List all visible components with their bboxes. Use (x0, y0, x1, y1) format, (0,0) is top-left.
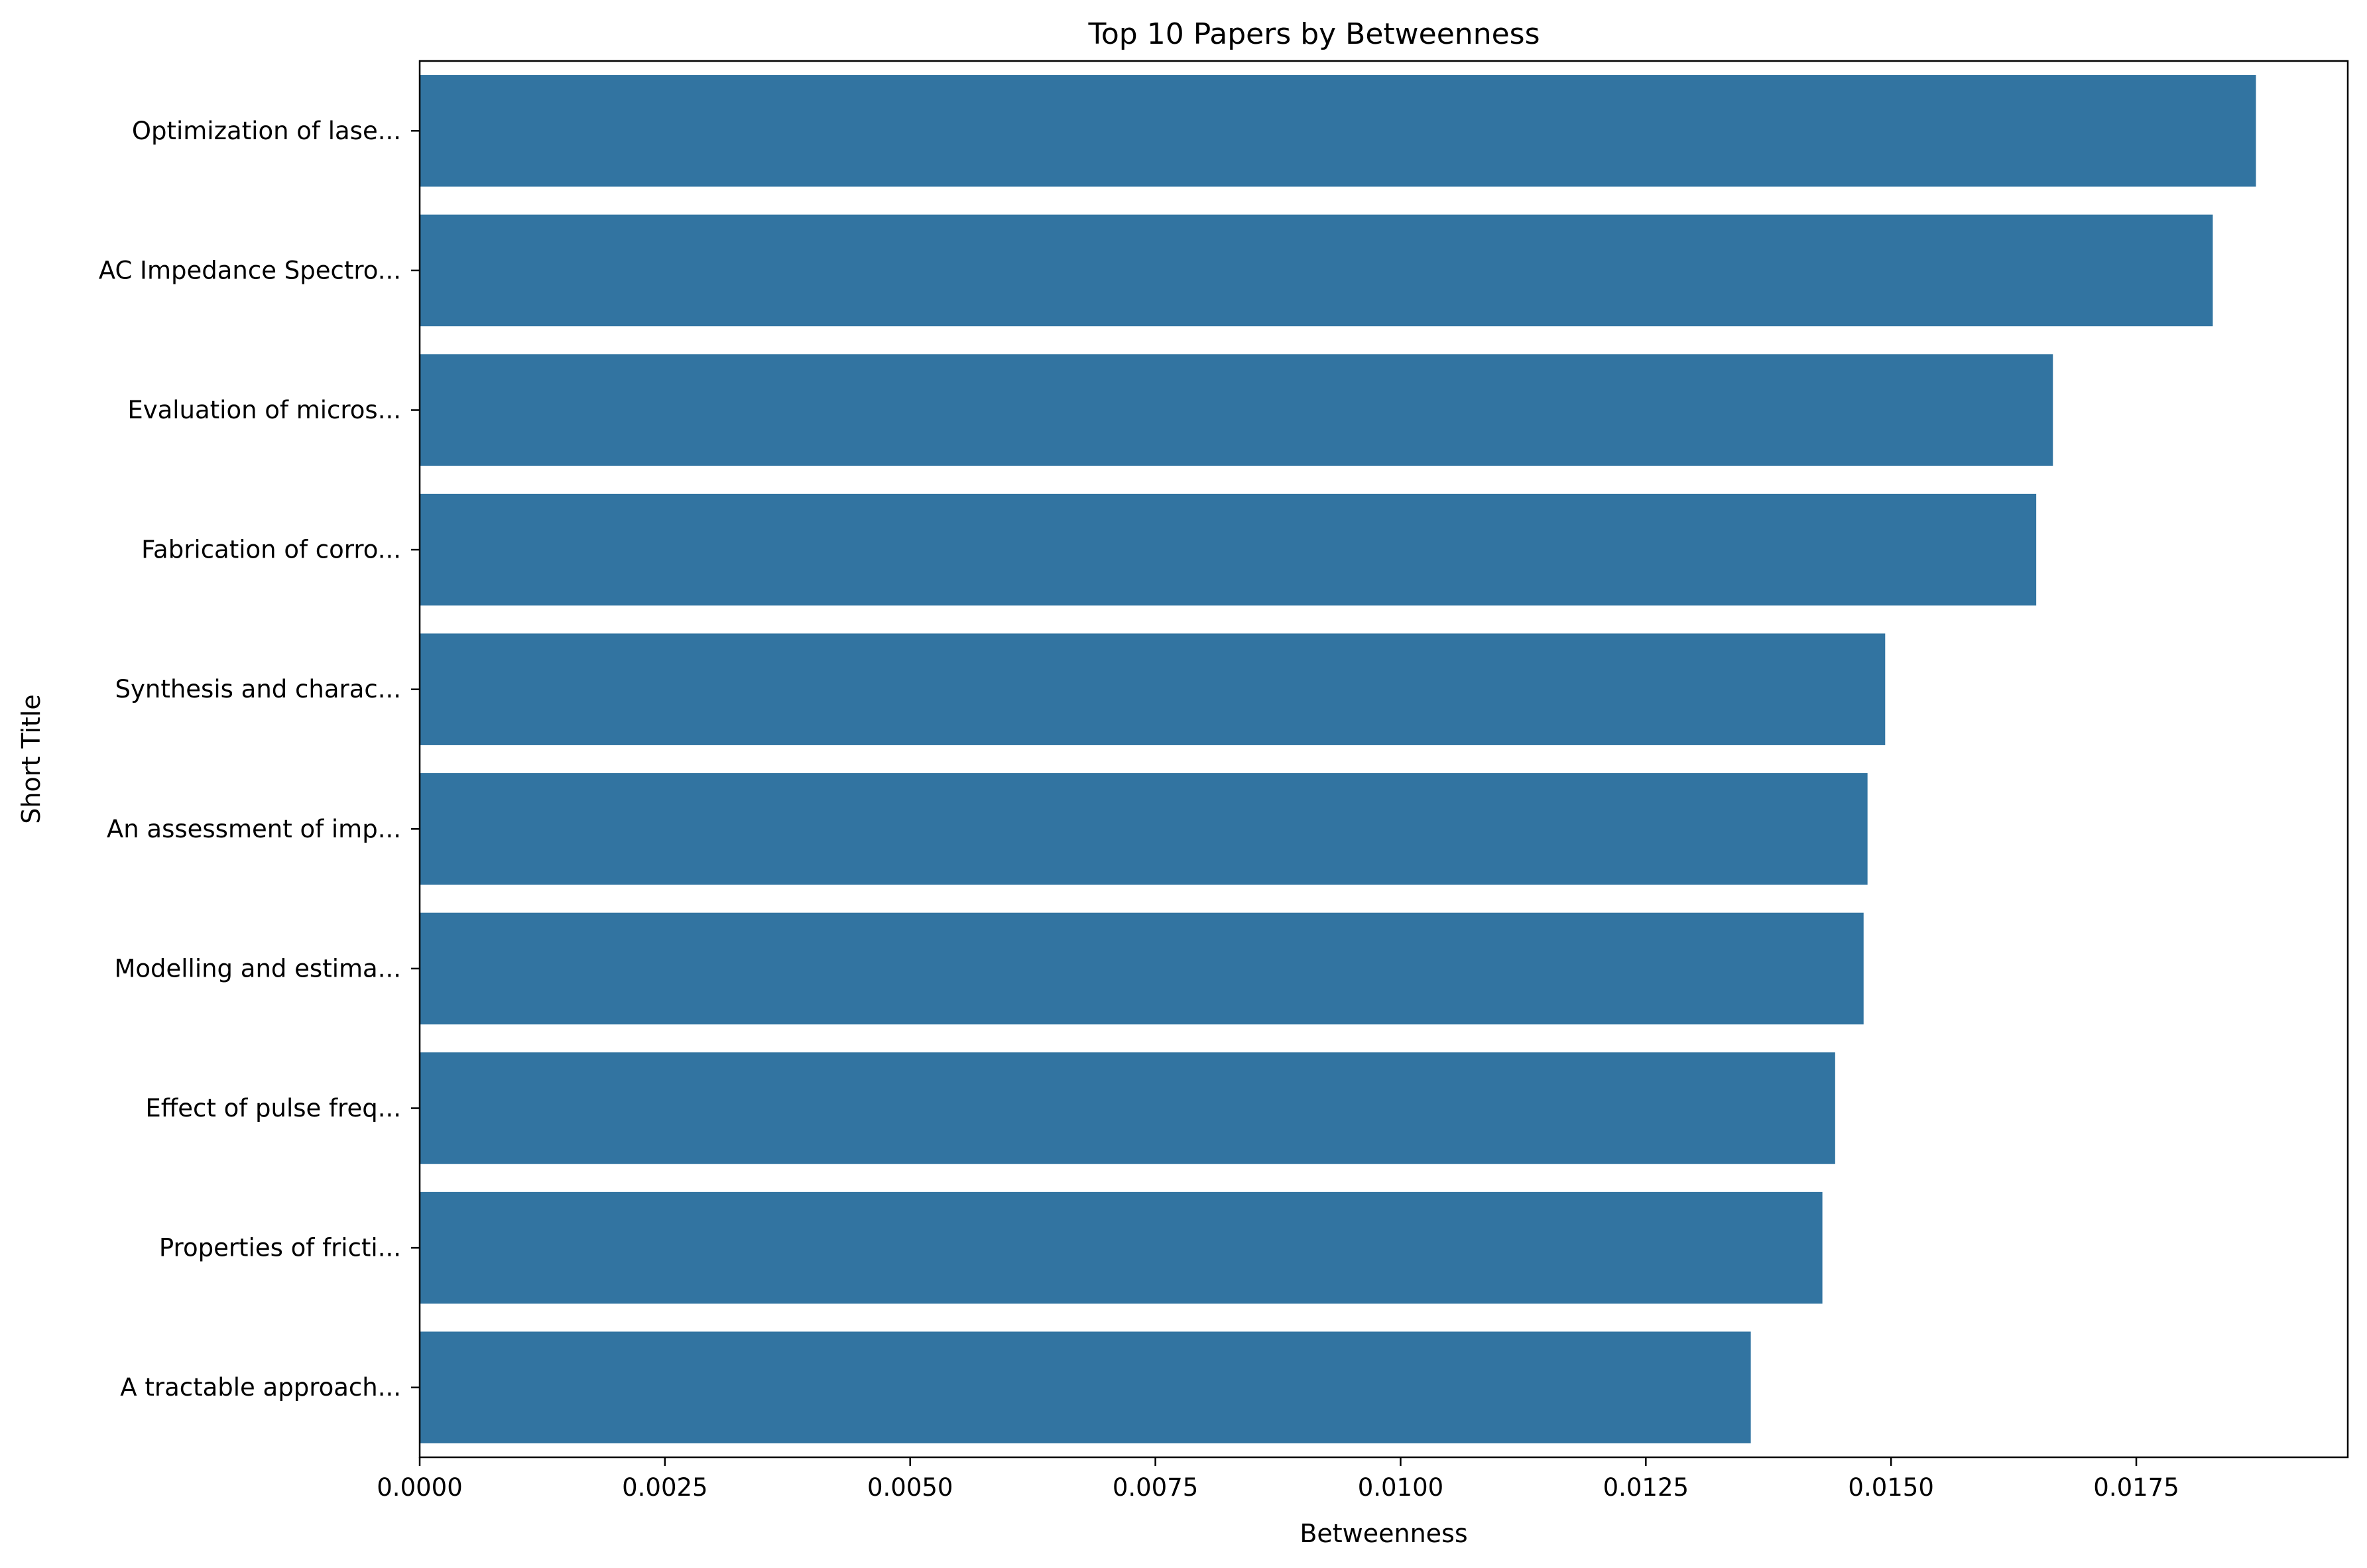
y-tick-label: Synthesis and charac... (115, 675, 402, 703)
bar (420, 75, 2256, 187)
x-tick-label: 0.0000 (377, 1473, 462, 1502)
bar (420, 214, 2213, 327)
bar (420, 1191, 1823, 1304)
y-tick-label: Optimization of lase... (132, 117, 401, 145)
x-axis-label: Betweenness (1300, 1519, 1467, 1548)
y-tick-label: An assessment of imp... (107, 815, 401, 843)
plot-frame (418, 60, 2349, 1459)
y-axis-ticks: Optimization of lase... AC Impedance Spec… (99, 117, 420, 1402)
x-tick-label: 0.0050 (867, 1473, 953, 1502)
x-tick-label: 0.0025 (622, 1473, 707, 1502)
bar (420, 912, 1864, 1025)
y-tick-label: AC Impedance Spectro... (99, 256, 401, 284)
y-tick-label: Modelling and estima... (114, 954, 401, 983)
x-tick-label: 0.0100 (1358, 1473, 1443, 1502)
y-tick-label: Fabrication of corro... (141, 536, 401, 564)
x-tick-label: 0.0150 (1848, 1473, 1933, 1502)
bar (420, 493, 2037, 606)
bar (420, 773, 1868, 885)
chart-title: Top 10 Papers by Betweenness (1087, 17, 1540, 51)
bar (420, 633, 1886, 745)
x-tick-label: 0.0125 (1603, 1473, 1689, 1502)
x-tick-label: 0.0175 (2093, 1473, 2179, 1502)
bar (420, 354, 2053, 466)
y-axis-label: Short Title (17, 694, 46, 824)
x-tick-label: 0.0075 (1113, 1473, 1198, 1502)
y-tick-label: Evaluation of micros... (127, 396, 401, 424)
bar (420, 1052, 1835, 1164)
y-tick-label: A tractable approach... (120, 1373, 401, 1402)
x-axis-ticks: 0.0000 0.0025 0.0050 0.0075 0.0100 0.0125 0.01… (377, 1457, 2179, 1502)
bars-group (420, 75, 2256, 1443)
bar (420, 1331, 1751, 1443)
y-tick-label: Properties of fricti... (159, 1234, 401, 1262)
y-tick-label: Effect of pulse freq... (145, 1094, 401, 1122)
